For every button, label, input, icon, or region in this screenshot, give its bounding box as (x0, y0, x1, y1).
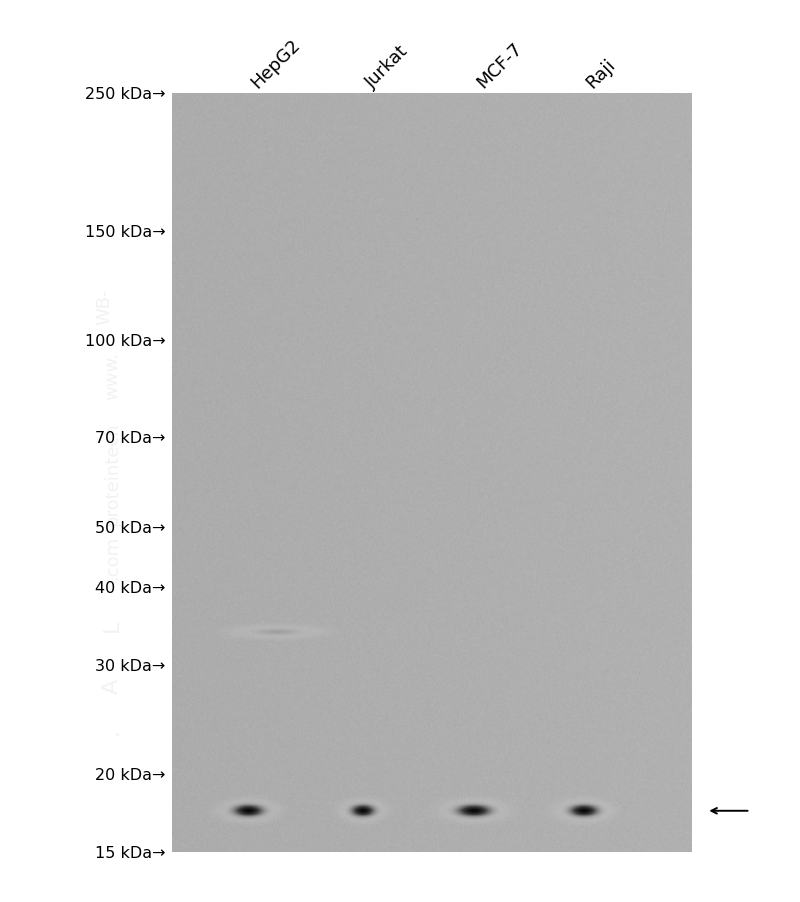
Text: 150 kDa→: 150 kDa→ (85, 225, 166, 240)
Text: www.: www. (103, 351, 121, 400)
Text: 50 kDa→: 50 kDa→ (95, 520, 166, 536)
Text: 15 kDa→: 15 kDa→ (95, 845, 166, 860)
Text: 30 kDa→: 30 kDa→ (95, 658, 166, 673)
Text: A: A (102, 678, 122, 694)
Text: 40 kDa→: 40 kDa→ (95, 581, 166, 595)
Text: 100 kDa→: 100 kDa→ (85, 334, 166, 349)
Text: .com: .com (103, 535, 121, 579)
Text: proteintech: proteintech (103, 422, 121, 525)
Text: 250 kDa→: 250 kDa→ (85, 87, 166, 102)
Text: MCF-7: MCF-7 (474, 40, 526, 92)
Text: .: . (102, 728, 122, 734)
Text: Jurkat: Jurkat (362, 42, 411, 92)
Text: WB-: WB- (95, 289, 113, 325)
Text: HepG2: HepG2 (247, 36, 304, 92)
Text: L: L (102, 619, 122, 631)
Text: Raji: Raji (583, 56, 619, 92)
Text: 70 kDa→: 70 kDa→ (95, 430, 166, 445)
Text: 20 kDa→: 20 kDa→ (95, 768, 166, 782)
